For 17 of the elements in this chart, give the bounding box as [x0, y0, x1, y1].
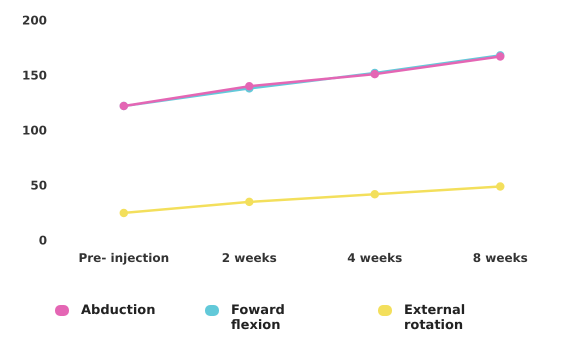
- legend-label: Foward flexion: [231, 303, 286, 333]
- x-tick-label: 8 weeks: [472, 250, 528, 265]
- y-tick-label: 100: [22, 124, 48, 138]
- point: [245, 82, 254, 90]
- y-tick-label: 0: [38, 234, 48, 248]
- x-tick-label: 2 weeks: [222, 250, 277, 265]
- x-tick-label: Pre- injection: [78, 250, 170, 265]
- point: [496, 182, 505, 191]
- legend-label: External rotation: [404, 303, 466, 333]
- y-tick-label: 50: [30, 178, 48, 193]
- x-tick-label: 4 weeks: [347, 250, 402, 265]
- point: [120, 208, 128, 218]
- point: [370, 190, 380, 198]
- y-tick-label: 200: [22, 13, 48, 28]
- y-tick-label: 150: [22, 68, 48, 82]
- legend-label: Abduction: [81, 303, 156, 318]
- point: [245, 198, 254, 206]
